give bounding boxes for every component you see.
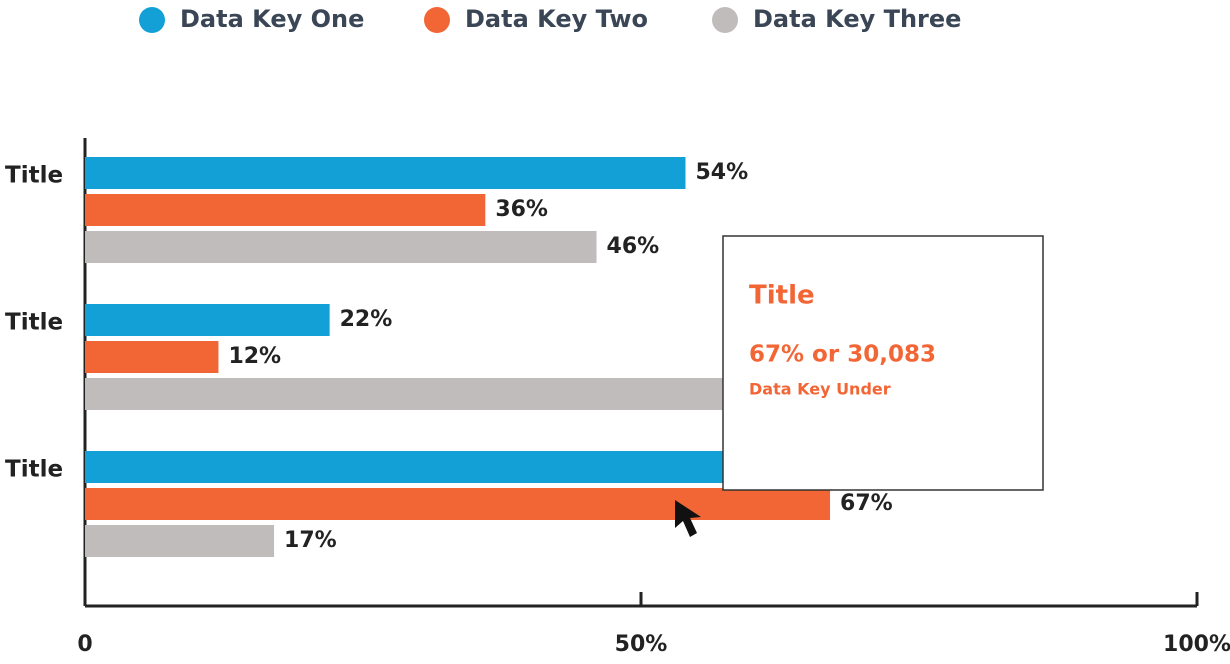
tooltip-value: 67% or 30,083 [749,342,936,368]
bar [85,525,275,557]
bar [85,341,219,373]
legend-swatch [139,7,165,33]
bar [85,157,686,189]
y-tick-label: Title [5,457,63,483]
x-tick-label: 0 [77,632,92,657]
plot-area: 0 50% 100% Title 54% 36% 46% Title 22% 12% Title 67… [5,138,1230,657]
tooltip-subtitle: Data Key Under [749,380,891,399]
legend: Data Key One Data Key Two Data Key Three [139,5,961,33]
legend-label: Data Key Two [465,5,648,33]
tooltip-box [722,235,1044,491]
value-label: 36% [495,197,548,222]
bar [85,231,597,263]
bar [85,451,808,483]
tooltip: Title 67% or 30,083 Data Key Under [722,235,1044,491]
value-label: 17% [284,528,337,553]
y-tick-label: Title [5,163,63,189]
legend-swatch [424,7,450,33]
value-label: 46% [607,234,660,259]
tooltip-title: Title [749,281,815,311]
x-tick-label: 50% [615,632,668,657]
cursor [675,500,701,537]
bar [85,194,486,226]
bar [85,488,831,520]
legend-label: Data Key One [180,5,364,33]
value-label: 12% [228,344,281,369]
legend-label: Data Key Three [753,5,961,33]
value-label: 67% [840,491,893,516]
bar [85,378,753,410]
bar [85,304,330,336]
x-tick-label: 100% [1163,632,1230,657]
legend-swatch [712,7,738,33]
value-label: 22% [340,307,393,332]
value-label: 54% [695,160,748,185]
y-tick-label: Title [5,310,63,336]
